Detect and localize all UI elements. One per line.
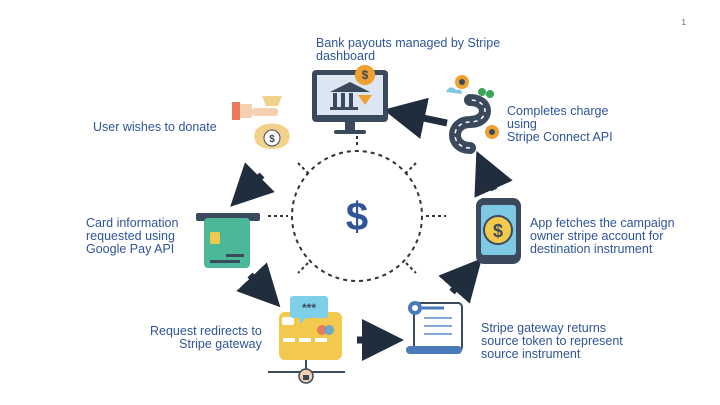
page-number: 1 xyxy=(681,18,686,27)
step-completes-label: Completes charge using Stripe Connect AP… xyxy=(507,104,613,144)
step-redirect-label: Request redirects to Stripe gateway xyxy=(150,324,262,351)
svg-text:$: $ xyxy=(362,68,369,82)
phone-coin-icon: $ xyxy=(476,198,521,264)
token-scroll-icon xyxy=(406,301,463,354)
step-card-info-label: Card information requested using Google … xyxy=(86,216,179,256)
step-app-fetches-label: App fetches the campaign owner stripe ac… xyxy=(530,216,675,256)
arrow-donate-to-card xyxy=(230,162,275,207)
arrow-complete-to-payouts xyxy=(383,97,448,139)
step-payouts-label: Bank payouts managed by Stripe dashboard xyxy=(316,36,501,63)
arrow-gateway-to-app xyxy=(438,258,482,304)
svg-text:$: $ xyxy=(269,134,275,145)
step-gateway-returns-label: Stripe gateway returns source token to r… xyxy=(481,321,623,361)
credit-card-icon: *** xyxy=(268,296,345,384)
arrow-app-to-complete xyxy=(474,150,513,198)
center-dollar-icon: $ xyxy=(346,195,368,239)
card-code-label: *** xyxy=(302,301,316,315)
road-map-icon xyxy=(446,75,499,154)
bank-monitor-icon: $ xyxy=(312,65,388,134)
arrow-card-to-redirect xyxy=(236,262,281,308)
step-donate-label: User wishes to donate xyxy=(93,120,217,134)
money-bag-icon: $ xyxy=(232,96,290,149)
svg-text:$: $ xyxy=(493,221,503,241)
center-cycle: $ xyxy=(268,130,446,282)
flow-arrows xyxy=(230,97,513,361)
card-reader-icon xyxy=(196,213,260,268)
